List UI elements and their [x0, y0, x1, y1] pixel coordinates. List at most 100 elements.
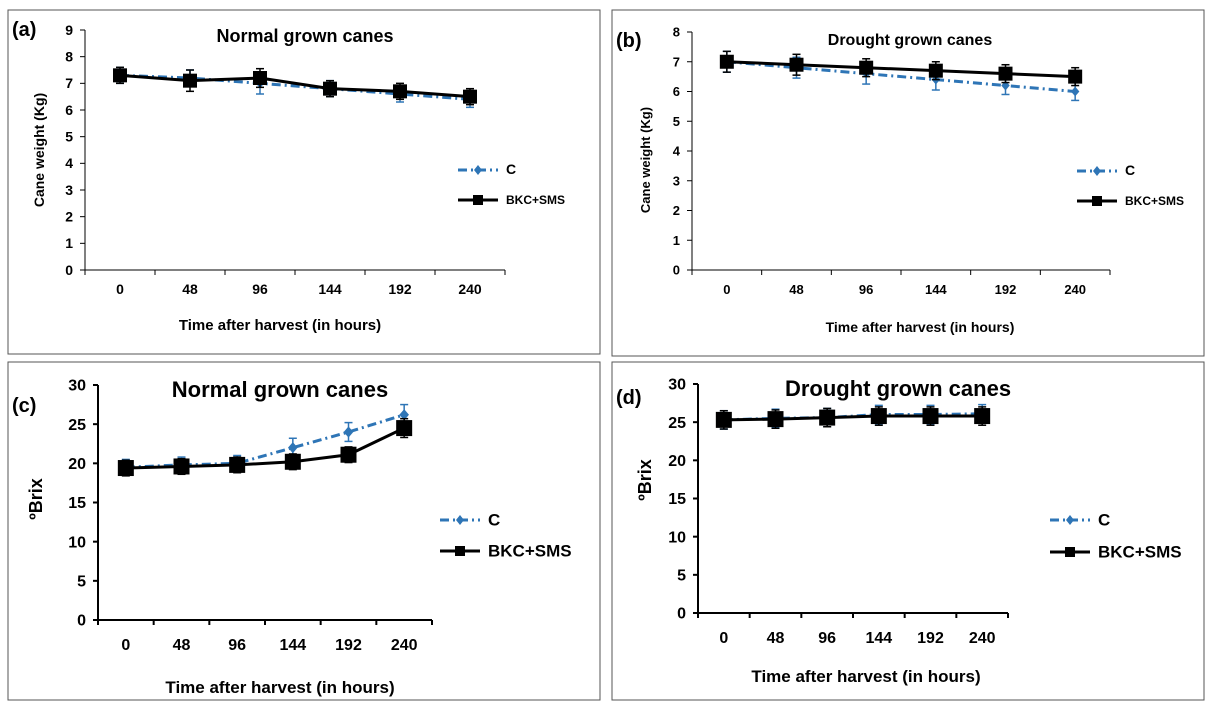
y-tick-label: 1: [65, 235, 73, 251]
x-tick-label: 192: [388, 281, 412, 297]
legend-marker-bkc-sms: [1065, 547, 1075, 557]
data-point-square: [974, 408, 991, 425]
legend: C BKC+SMS: [440, 510, 572, 560]
data-point-square: [183, 73, 197, 88]
x-axis-label: Time after harvest (in hours): [826, 319, 1015, 335]
legend-label-bkc-sms: BKC+SMS: [506, 193, 565, 207]
x-tick-label: 240: [391, 637, 418, 654]
y-tick-label: 7: [673, 54, 680, 69]
legend-label-bkc-sms: BKC+SMS: [488, 541, 572, 560]
data-point-square: [715, 411, 732, 428]
x-tick-label: 144: [279, 637, 306, 654]
data-point-square: [719, 54, 734, 69]
y-tick-label: 0: [677, 606, 686, 623]
x-tick-label: 96: [818, 630, 836, 647]
y-axis-label: Cane weight (Kg): [638, 107, 653, 213]
x-tick-label: 240: [1064, 282, 1086, 297]
data-point-square: [340, 446, 357, 463]
chart-title: Normal grown canes: [216, 26, 393, 46]
data-point-diamond: [288, 442, 298, 454]
data-point-square: [229, 456, 246, 473]
legend-marker-bkc-sms: [473, 195, 483, 205]
y-tick-label: 10: [668, 529, 686, 546]
panel-label: (b): [616, 30, 642, 52]
y-tick-label: 6: [673, 84, 680, 99]
data-point-diamond: [1070, 86, 1080, 97]
y-tick-label: 4: [65, 155, 73, 171]
y-axis-label: ºBrix: [26, 478, 46, 520]
data-point-square: [767, 411, 784, 428]
panel-frame: [7, 361, 601, 701]
chart-panel: (a) Normal grown canes 0 1 2 3 4 5 6 7 8 9 0 48 96 144 1…: [7, 9, 601, 355]
legend-marker-c: [1093, 166, 1101, 176]
y-axis-label: Cane weight (Kg): [31, 93, 47, 207]
data-point-square: [922, 408, 939, 425]
series-line: [726, 60, 1076, 93]
chart-title: Normal grown canes: [172, 377, 388, 402]
series-bkc-sms: [117, 417, 413, 477]
panel-frame: [611, 361, 1205, 701]
legend-label-c: C: [488, 510, 500, 529]
data-point-square: [284, 453, 301, 470]
x-tick-label: 0: [719, 630, 728, 647]
chart-panel: (d) Drought grown canes 0 5 10 15 20 25 30 0 48 96 1…: [611, 361, 1205, 701]
series-line: [726, 60, 1076, 79]
y-tick-label: 7: [65, 75, 73, 91]
x-tick-label: 240: [458, 281, 482, 297]
x-axis-label: Time after harvest (in hours): [751, 667, 980, 686]
x-tick-label: 48: [767, 630, 785, 647]
series-c: [115, 66, 475, 109]
y-tick-label: 3: [673, 173, 680, 188]
series-line: [119, 73, 471, 99]
y-tick-label: 1: [673, 233, 680, 248]
y-tick-label: 0: [77, 613, 86, 630]
data-point-square: [998, 66, 1013, 81]
data-point-square: [819, 409, 836, 426]
y-axis-label: ºBrix: [635, 459, 655, 501]
legend-label-bkc-sms: BKC+SMS: [1098, 542, 1182, 561]
legend-marker-c: [474, 165, 482, 175]
y-tick-label: 2: [65, 209, 73, 225]
y-tick-label: 2: [673, 203, 680, 218]
data-point-square: [393, 84, 407, 99]
x-tick-label: 0: [723, 282, 730, 297]
x-tick-label: 48: [789, 282, 803, 297]
data-point-square: [870, 408, 887, 425]
legend-marker-c: [456, 515, 464, 525]
y-tick-label: 5: [677, 567, 686, 584]
data-point-square: [323, 81, 337, 96]
y-tick-label: 30: [68, 378, 86, 395]
y-tick-label: 5: [65, 129, 73, 145]
y-tick-label: 30: [668, 377, 686, 394]
x-tick-label: 192: [917, 630, 944, 647]
legend-label-bkc-sms: BKC+SMS: [1125, 194, 1184, 208]
x-tick-label: 96: [228, 637, 246, 654]
series-line: [119, 73, 471, 101]
y-tick-label: 15: [668, 491, 686, 508]
legend-label-c: C: [1098, 510, 1110, 529]
x-tick-label: 0: [116, 281, 124, 297]
y-tick-label: 0: [673, 263, 680, 278]
y-tick-label: 20: [668, 453, 686, 470]
series-bkc-sms: [715, 406, 991, 430]
panel-frame: [7, 9, 601, 355]
y-tick-label: 8: [65, 49, 73, 65]
series-line: [723, 414, 983, 422]
panel-frame: [611, 9, 1205, 357]
legend: C BKC+SMS: [1050, 510, 1182, 561]
x-tick-label: 0: [121, 637, 130, 654]
data-point-square: [1068, 69, 1083, 84]
data-point-square: [859, 60, 874, 75]
chart-title: Drought grown canes: [828, 32, 993, 49]
series-line: [125, 426, 405, 470]
x-tick-label: 96: [859, 282, 873, 297]
chart-title: Drought grown canes: [785, 376, 1011, 401]
y-tick-label: 5: [673, 114, 680, 129]
y-tick-label: 9: [65, 22, 73, 38]
panel-label: (a): [12, 19, 36, 41]
y-tick-label: 25: [668, 415, 686, 432]
data-point-diamond: [399, 409, 409, 421]
y-tick-label: 0: [65, 262, 73, 278]
y-tick-label: 10: [68, 534, 86, 551]
chart-panel: (c) Normal grown canes 0 5 10 15 20 25 30 0 48 96 14…: [7, 361, 601, 701]
